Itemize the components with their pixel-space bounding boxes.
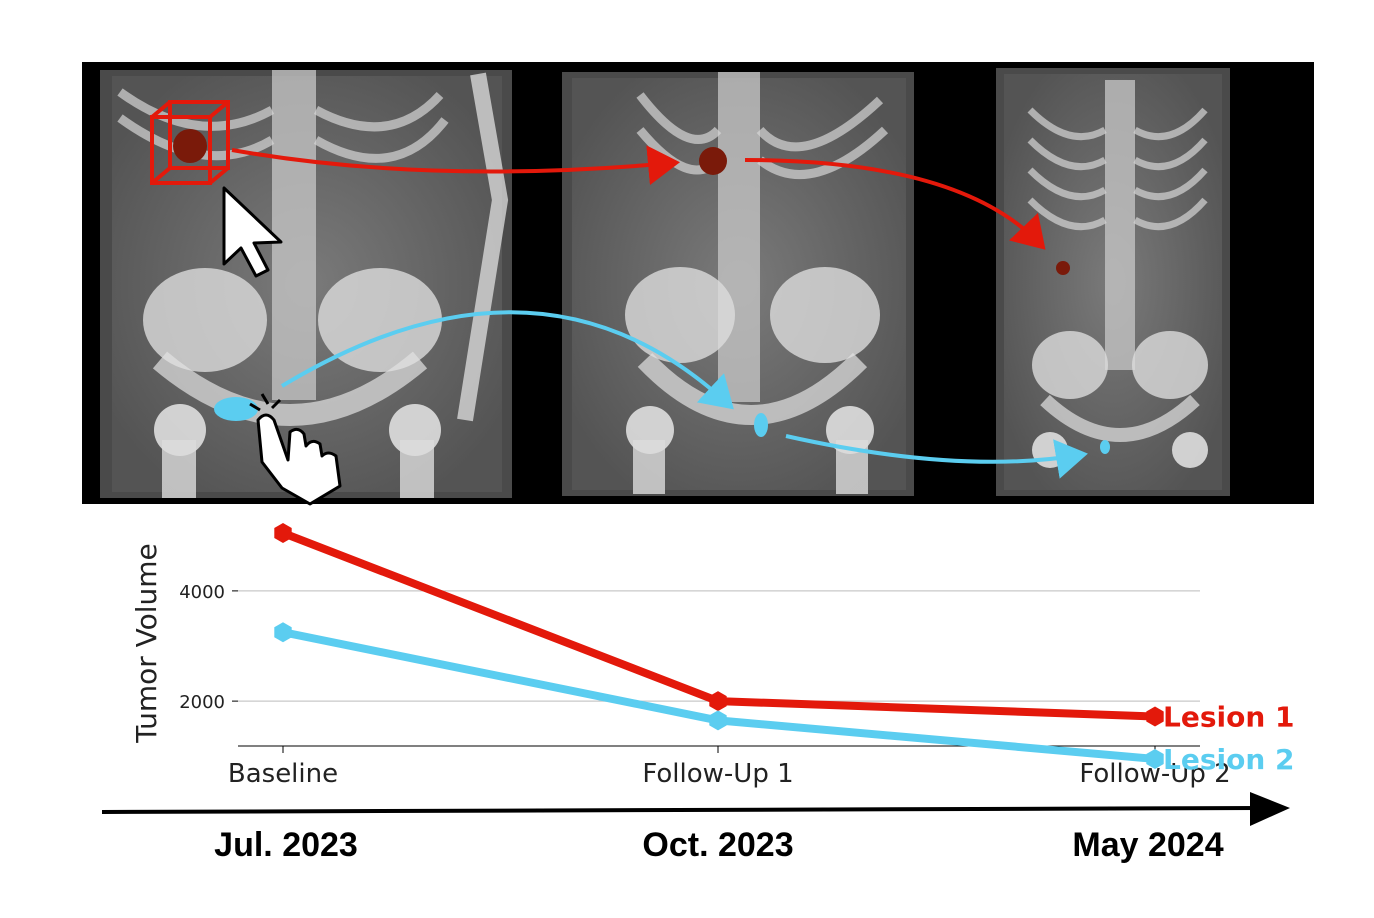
series-line-1 [281,529,1156,721]
timeline: Jul. 2023 Oct. 2023 May 2024 [101,792,1290,864]
timeline-date-2: Oct. 2023 [642,826,793,864]
series-label-2: Lesion 2 [1163,743,1295,776]
lesion-1-markers [173,129,1070,275]
timeline-arrow-line [101,806,1263,814]
lesion-2-markers [214,397,1110,454]
lesion-2-follow-up-2 [1100,440,1110,454]
lesion-2-track-arrow-1 [280,310,734,410]
timeline-arrowhead-icon [1250,792,1290,826]
lesion-1-track-arrow-1 [231,145,680,186]
lesion-2-track-arrow-2 [785,434,1088,479]
y-tick-label: 2000 [179,692,225,713]
data-point [709,710,727,731]
timeline-date-3: May 2024 [1072,826,1223,864]
arrow-cursor-icon [222,186,283,278]
x-tick-label: Follow-Up 1 [642,759,793,789]
lesion-1-follow-up-1 [699,147,727,175]
lesion-1-baseline [173,129,207,163]
x-tick-label: Baseline [228,759,338,789]
data-point [1146,749,1164,769]
data-point [1146,706,1164,727]
data-point [274,622,292,643]
follow-up-2-scan[interactable] [996,68,1230,496]
lesion-1-track-arrow-2 [744,158,1046,250]
series-label-1: Lesion 1 [1163,701,1295,734]
hand-pointer-icon [249,393,342,506]
baseline-scan[interactable] [100,70,512,498]
bounding-box-icon[interactable] [150,100,230,185]
y-tick-label: 4000 [179,582,225,603]
follow-up-1-scan[interactable] [562,72,914,496]
lesion-2-follow-up-1 [754,413,768,437]
data-point [709,691,727,712]
lesion-1-follow-up-2 [1056,261,1070,275]
lesion-2-baseline [214,397,258,421]
data-point [274,523,292,543]
timeline-date-1: Jul. 2023 [214,826,358,864]
y-axis-label: Tumor Volume [130,543,163,744]
